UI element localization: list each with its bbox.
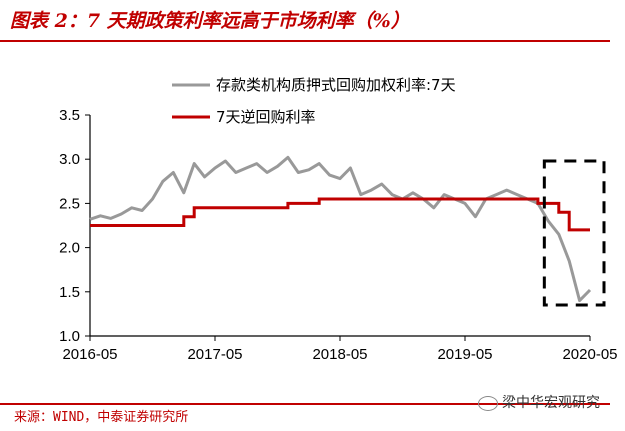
watermark-label: 梁中华宏观研究 — [502, 395, 600, 411]
series-line-market-rate — [89, 155, 592, 303]
chart-title: 图表 2：7 天期政策利率远高于市场利率（%） — [10, 10, 410, 32]
x-tick-label: 2017-05 — [187, 346, 242, 363]
series-layer — [89, 155, 606, 307]
x-tick-label: 2020-05 — [562, 346, 617, 363]
x-tick-label: 2016-05 — [62, 346, 117, 363]
source-note: 来源：WIND，中泰证券研究所 — [14, 410, 189, 425]
legend-label-market: 存款类机构质押式回购加权利率:7天 — [216, 76, 456, 94]
y-tick-label: 1.0 — [59, 328, 80, 345]
y-tick-label: 1.5 — [59, 284, 80, 301]
x-tick-label: 2018-05 — [312, 346, 367, 363]
watermark: 梁中华宏观研究 — [478, 392, 600, 412]
title-divider — [0, 40, 610, 42]
legend-label-policy: 7天逆回购利率 — [216, 108, 316, 126]
y-tick-label: 3.5 — [59, 107, 80, 124]
series-line-policy-rate — [90, 197, 590, 232]
wechat-icon — [478, 395, 498, 411]
y-tick-label: 3.0 — [59, 151, 80, 168]
chart-legend: 存款类机构质押式回购加权利率:7天 7天逆回购利率 — [172, 76, 456, 126]
highlight-box — [542, 159, 606, 307]
y-tick-label: 2.5 — [59, 195, 80, 212]
y-tick-label: 2.0 — [59, 240, 80, 257]
footer-divider — [0, 403, 610, 405]
chart-axes: 1.0 1.5 2.0 2.5 3.0 3.5 2016-05 2017-05 2018-05 2… — [59, 107, 617, 363]
x-tick-label: 2019-05 — [437, 346, 492, 363]
